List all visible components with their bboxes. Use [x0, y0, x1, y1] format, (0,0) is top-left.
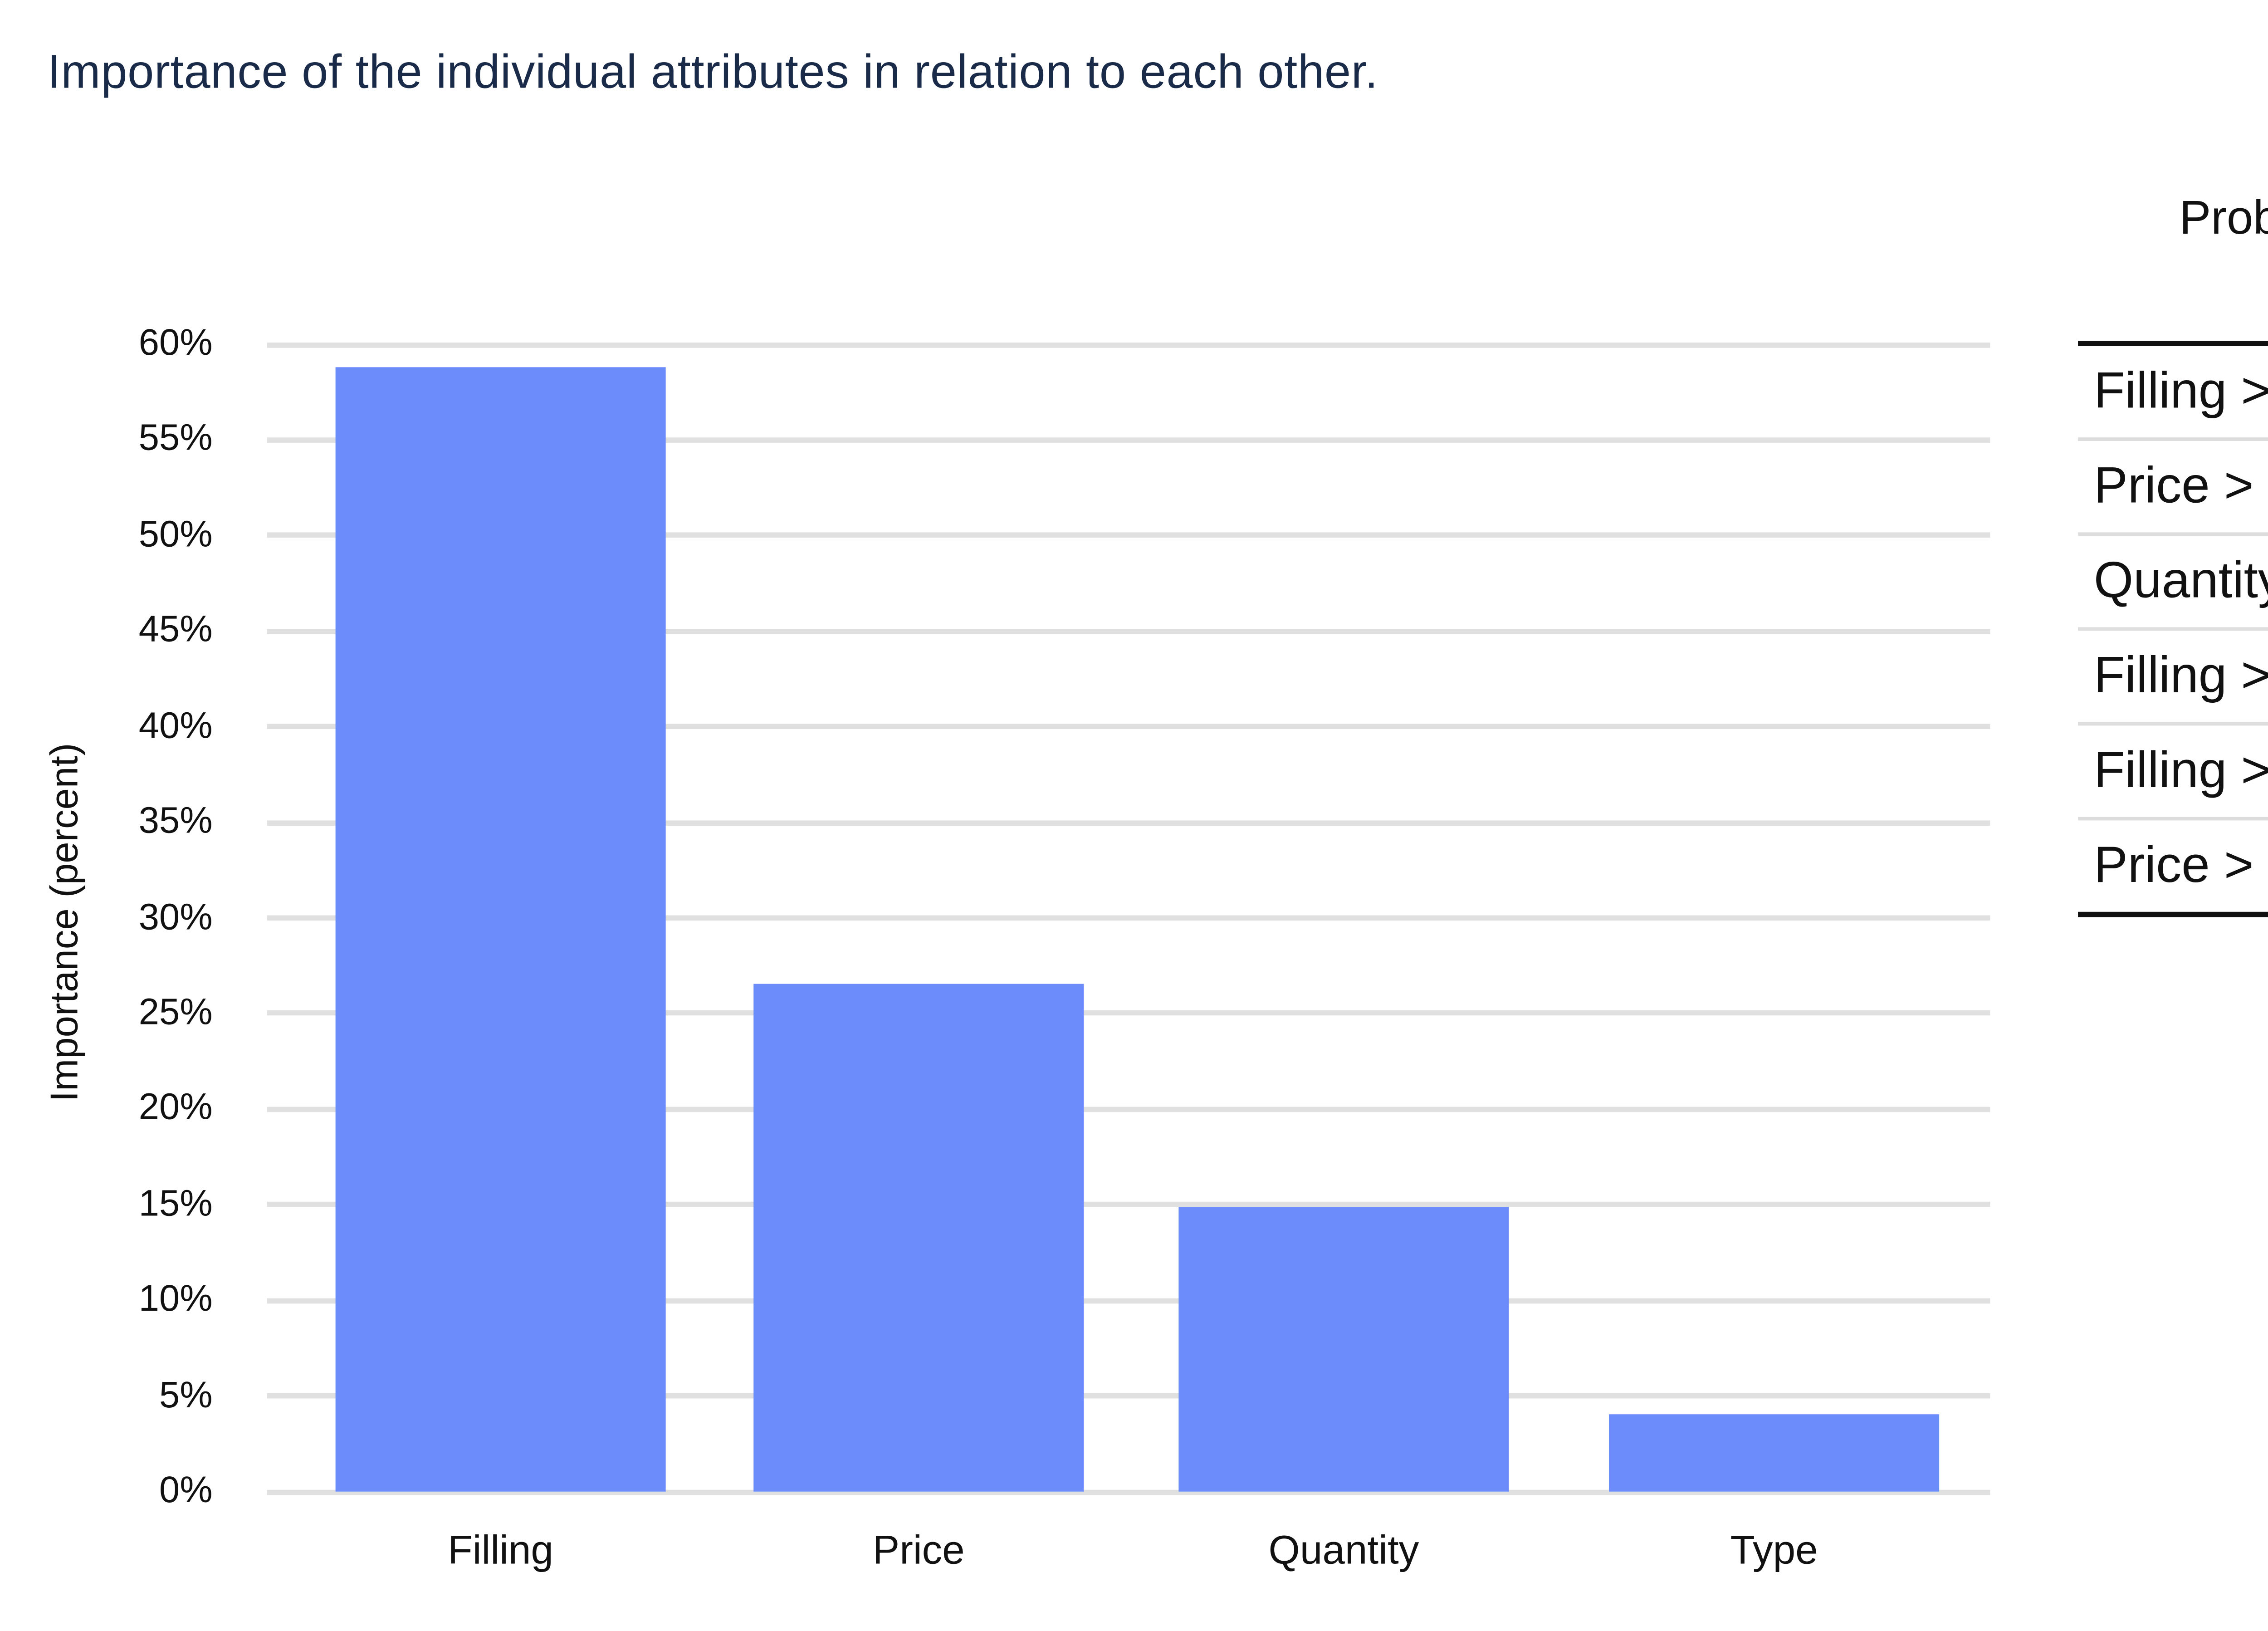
- y-tick-label-55: 55%: [138, 419, 213, 460]
- y-tick-label-0: 0%: [159, 1470, 213, 1511]
- gridline-15: [267, 1202, 1990, 1208]
- table-row: Price > Type100%: [2078, 441, 2268, 536]
- chart-title: Importance of the individual attributes …: [47, 45, 1378, 98]
- gridline-50: [267, 533, 1990, 539]
- x-axis-label-type: Type: [1730, 1527, 1818, 1572]
- table-row: Price > Quantity100%: [2078, 820, 2268, 911]
- x-axis-label-filling: Filling: [448, 1527, 553, 1572]
- table-row: Filling > Type100%: [2078, 346, 2268, 441]
- gridline-10: [267, 1298, 1990, 1303]
- y-tick-label-50: 50%: [138, 514, 213, 555]
- bar-price: [753, 983, 1084, 1492]
- y-tick-label-10: 10%: [138, 1279, 213, 1320]
- table-row: Filling > Quantity100%: [2078, 725, 2268, 821]
- gridline-45: [267, 628, 1990, 634]
- table-row-label: Filling > Price: [2093, 647, 2268, 704]
- gridline-55: [267, 437, 1990, 443]
- bar-quantity: [1178, 1206, 1509, 1492]
- x-axis-label-quantity: Quantity: [1268, 1527, 1419, 1572]
- y-tick-label-25: 25%: [138, 992, 213, 1033]
- bar-type: [1609, 1415, 1940, 1492]
- y-tick-label-45: 45%: [138, 610, 213, 651]
- y-tick-label-15: 15%: [138, 1184, 213, 1224]
- y-tick-label-60: 60%: [138, 323, 213, 364]
- probability-table-title: Probability of relative importance: [2179, 191, 2268, 245]
- gridline-60: [267, 342, 1990, 347]
- probability-table: Filling > Type100%Price > Type100%Quanti…: [2078, 341, 2268, 917]
- y-tick-label-20: 20%: [138, 1088, 213, 1129]
- bar-filling: [335, 367, 666, 1492]
- gridline-20: [267, 1106, 1990, 1112]
- x-axis-label-price: Price: [872, 1527, 965, 1572]
- table-row-label: Filling > Quantity: [2093, 742, 2268, 799]
- gridline-30: [267, 915, 1990, 921]
- y-tick-label-30: 30%: [138, 896, 213, 937]
- gridline-0: [267, 1489, 1990, 1494]
- y-tick-label-5: 5%: [159, 1375, 213, 1415]
- table-row-label: Price > Quantity: [2093, 837, 2268, 894]
- y-tick-label-35: 35%: [138, 801, 213, 842]
- table-row: Filling > Price100%: [2078, 631, 2268, 726]
- table-row-label: Filling > Type: [2093, 362, 2268, 419]
- table-row-label: Quantity > Type: [2093, 552, 2268, 609]
- gridline-40: [267, 724, 1990, 730]
- table-row-label: Price > Type: [2093, 457, 2268, 514]
- table-row: Quantity > Type100%: [2078, 536, 2268, 631]
- gridline-35: [267, 819, 1990, 825]
- y-tick-label-40: 40%: [138, 705, 213, 746]
- gridline-5: [267, 1393, 1990, 1399]
- gridline-25: [267, 1011, 1990, 1016]
- bar-chart-plot-area: 60% 55% 50% 45% 40% 35% 30% 25% 20% 15% 10% 5% 0% Fil…: [139, 323, 1990, 1572]
- y-axis-title: Importance (percent): [42, 743, 86, 1102]
